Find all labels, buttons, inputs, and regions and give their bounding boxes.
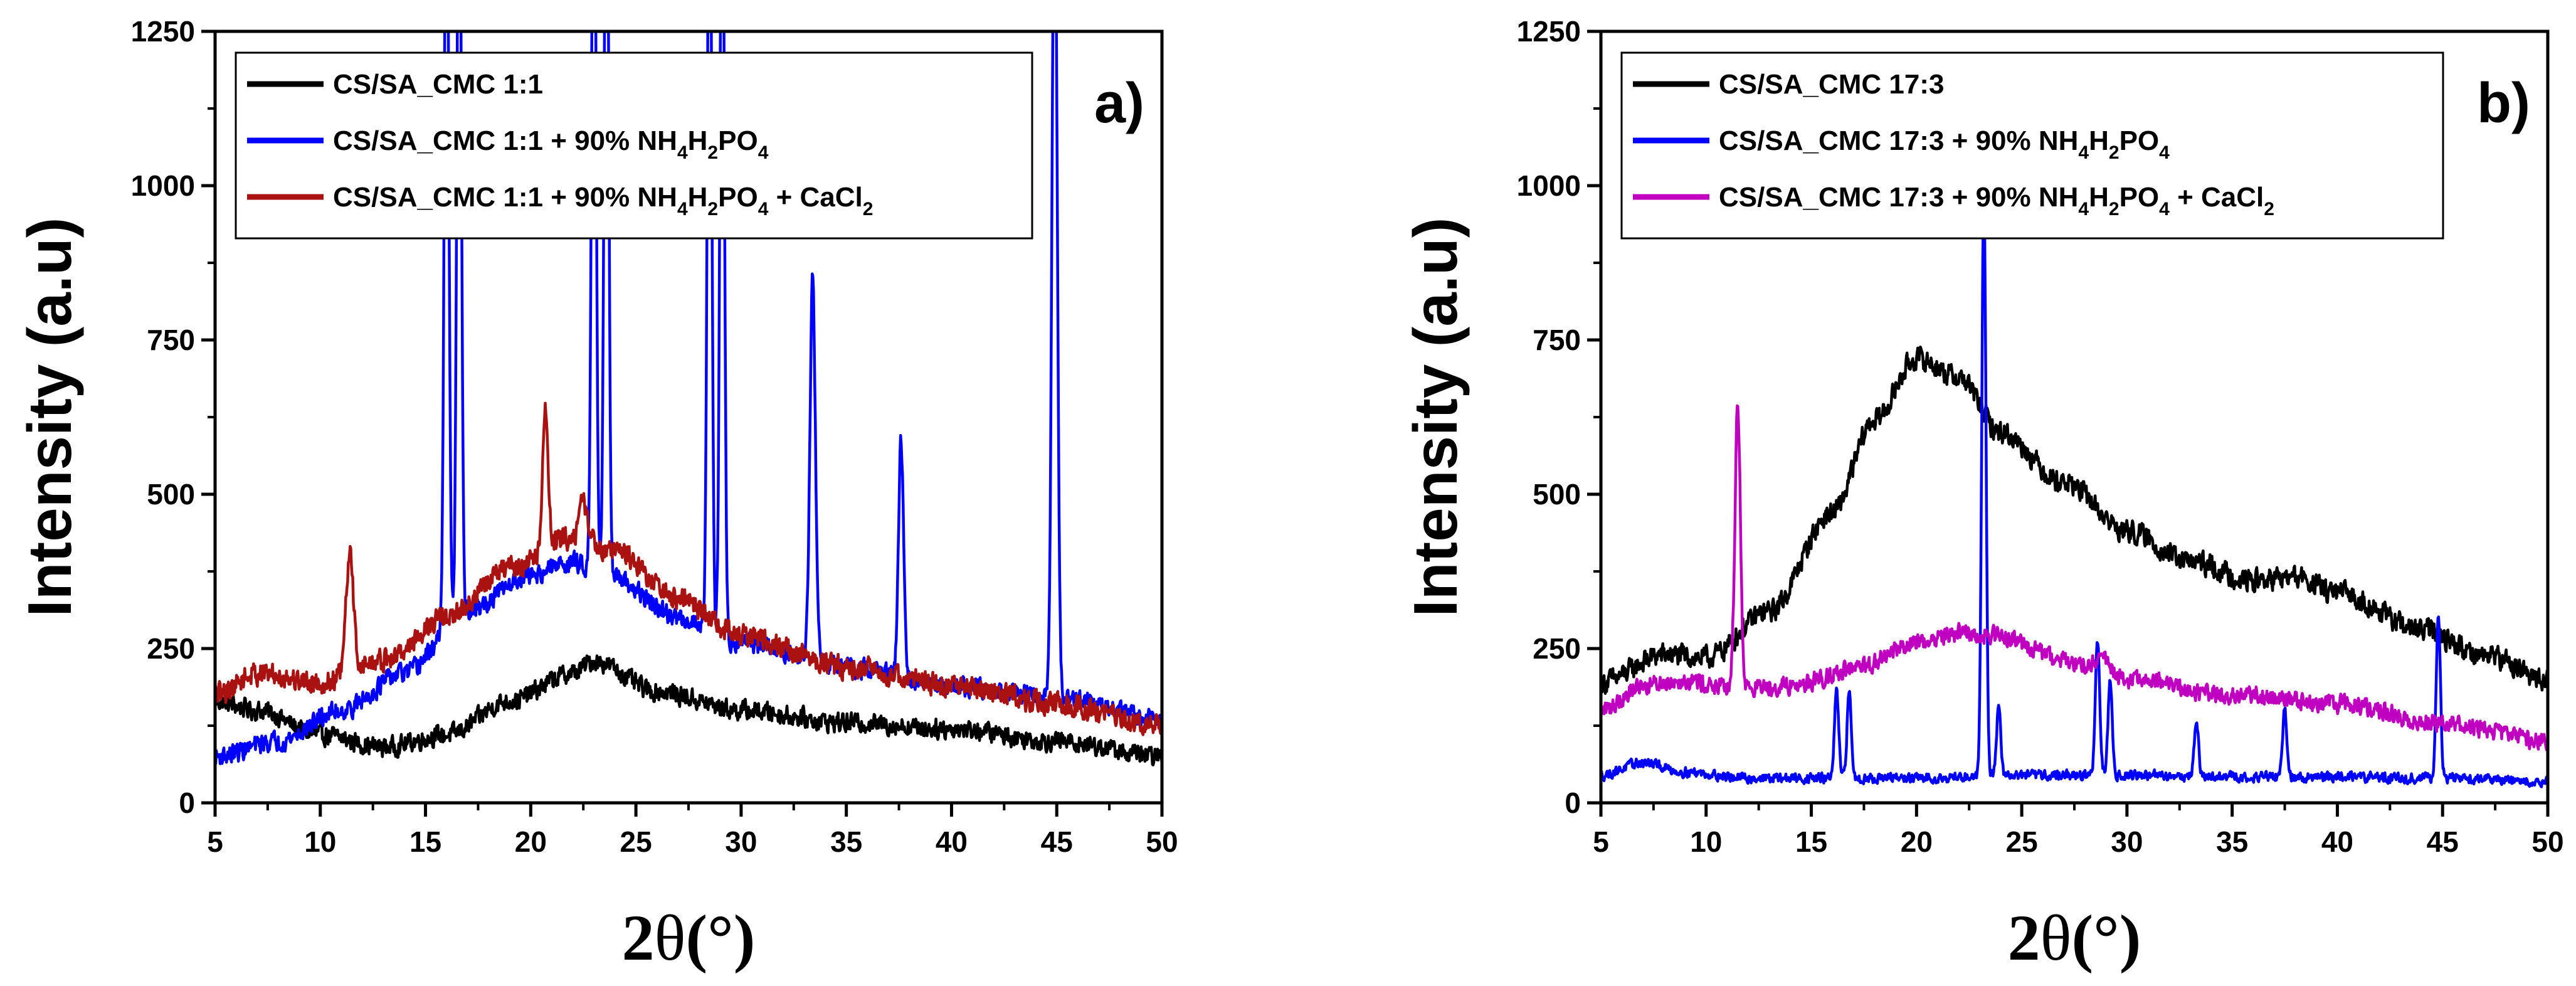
legend-entry: CS/SA_CMC 17:3 + 90% NH4H2PO4 + CaCl2 xyxy=(1719,182,2274,220)
y-axis-label: Intensity (a.u) xyxy=(1401,217,1470,617)
x-tick-label: 40 xyxy=(2321,825,2353,858)
series-line-3 xyxy=(215,401,1162,736)
x-tick-label: 5 xyxy=(207,825,223,858)
legend-entry: CS/SA_CMC 1:1 xyxy=(333,69,543,100)
x-tick-label: 45 xyxy=(2427,825,2459,858)
y-tick-label: 750 xyxy=(1533,324,1581,356)
y-tick-label: 0 xyxy=(179,787,195,819)
panel-a: 5 10 15 20 25 30 35 40 45 50025050075010001250Int… xyxy=(15,15,1178,974)
legend-box xyxy=(235,51,1033,240)
y-tick-label: 1000 xyxy=(1517,169,1581,202)
x-axis-label: 2θ(°) xyxy=(2008,902,2141,974)
x-tick-label: 30 xyxy=(725,825,757,858)
legend-entry: CS/SA_CMC 1:1 + 90% NH4H2PO4 + CaCl2 xyxy=(333,182,873,220)
x-tick-label: 15 xyxy=(1795,825,1827,858)
x-tick-label: 25 xyxy=(2006,825,2038,858)
series-line-3 xyxy=(1601,404,2548,751)
x-tick-label: 20 xyxy=(515,825,547,858)
legend-entry: CS/SA_CMC 1:1 + 90% NH4H2PO4 xyxy=(333,125,769,163)
y-tick-label: 500 xyxy=(147,478,195,511)
x-tick-label: 50 xyxy=(2531,825,2563,858)
y-tick-label: 1000 xyxy=(131,169,195,202)
x-tick-label: 10 xyxy=(1690,825,1722,858)
y-tick-label: 250 xyxy=(1533,632,1581,665)
x-tick-label: 10 xyxy=(304,825,336,858)
plot-area xyxy=(1601,194,2548,788)
x-tick-label: 25 xyxy=(620,825,652,858)
panel-label: b) xyxy=(2477,72,2530,135)
x-tick-label: 20 xyxy=(1901,825,1933,858)
y-tick-label: 0 xyxy=(1565,787,1581,819)
x-tick-label: 40 xyxy=(936,825,968,858)
y-tick-label: 1250 xyxy=(1517,15,1581,48)
y-tick-label: 500 xyxy=(1533,478,1581,511)
y-tick-label: 250 xyxy=(147,632,195,665)
x-tick-label: 5 xyxy=(1593,825,1609,858)
panel-b: 5 10 15 20 25 30 35 40 45 50025050075010001250Int… xyxy=(1401,15,2564,974)
x-tick-label: 35 xyxy=(2216,825,2248,858)
x-tick-label: 30 xyxy=(2111,825,2143,858)
legend-entry: CS/SA_CMC 17:3 + 90% NH4H2PO4 xyxy=(1719,125,2170,163)
x-tick-label: 50 xyxy=(1146,825,1178,858)
x-axis-label: 2θ(°) xyxy=(622,902,756,974)
panel-label: a) xyxy=(1094,72,1144,135)
y-axis-label: Intensity (a.u) xyxy=(15,217,84,617)
x-tick-label: 45 xyxy=(1041,825,1073,858)
x-tick-label: 35 xyxy=(830,825,862,858)
legend-box xyxy=(1620,51,2444,240)
plot-area xyxy=(215,31,1162,766)
y-tick-label: 750 xyxy=(147,324,195,356)
x-tick-label: 15 xyxy=(409,825,441,858)
legend-entry: CS/SA_CMC 17:3 xyxy=(1719,69,1944,100)
series-line-1 xyxy=(215,654,1162,766)
series-line-1 xyxy=(1601,345,2548,695)
y-tick-label: 1250 xyxy=(131,15,195,48)
series-line-2 xyxy=(1601,194,2548,788)
